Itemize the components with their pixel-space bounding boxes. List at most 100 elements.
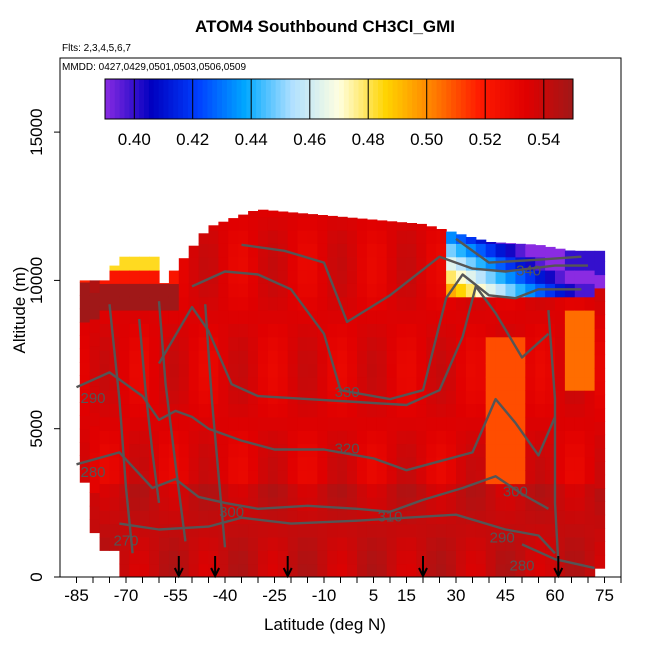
heat-cell	[139, 323, 150, 338]
heat-cell	[465, 550, 477, 565]
heat-cell	[594, 354, 606, 369]
heat-cell	[376, 456, 388, 471]
heat-cell	[109, 310, 120, 324]
colorbar-segment	[353, 79, 360, 119]
chart-title: ATOM4 Southbound CH3Cl_GMI	[194, 17, 456, 36]
heat-cell	[396, 483, 408, 498]
heat-cell	[267, 430, 279, 445]
heat-cell	[317, 230, 328, 244]
heat-cell	[248, 256, 259, 271]
heat-cell	[149, 470, 160, 485]
heat-cell	[337, 550, 348, 565]
heat-cell	[386, 323, 398, 338]
heat-cell	[188, 537, 200, 551]
heat-cell	[574, 270, 586, 284]
heat-cell	[406, 336, 417, 351]
heat-cell	[584, 403, 596, 418]
heat-cell	[327, 215, 338, 218]
heat-cell	[198, 470, 210, 485]
heat-cell	[475, 537, 487, 551]
heat-cell	[208, 563, 219, 577]
heat-cell	[406, 390, 417, 405]
heat-cell	[396, 296, 408, 311]
heat-cell	[495, 283, 507, 298]
heat-cell	[188, 376, 200, 391]
heat-cell	[159, 470, 170, 485]
heat-cell	[119, 283, 130, 298]
heat-cell	[208, 350, 219, 364]
y-tick-label: 15000	[27, 108, 46, 155]
heat-cell	[564, 310, 576, 324]
heat-cell	[386, 243, 398, 258]
heat-cell	[267, 496, 279, 511]
heat-cell	[119, 390, 130, 405]
heat-cell	[376, 563, 388, 577]
heat-cell	[584, 537, 596, 551]
heat-cell	[376, 336, 388, 351]
heat-cell	[515, 270, 526, 284]
heat-cell	[426, 483, 437, 498]
heat-cell	[168, 510, 180, 525]
heat-cell	[248, 390, 259, 405]
heat-cell	[297, 270, 309, 284]
heat-cell	[218, 470, 229, 485]
heat-cell	[208, 550, 219, 565]
heat-cell	[188, 456, 200, 471]
heat-cell	[119, 496, 130, 511]
heat-cell	[327, 550, 338, 565]
heat-cell	[515, 523, 526, 538]
heat-cell	[416, 523, 427, 538]
heat-cell	[564, 416, 576, 431]
heat-cell	[366, 310, 378, 324]
heat-cell	[307, 214, 318, 218]
heat-cell	[238, 214, 249, 218]
heat-cell	[436, 296, 447, 311]
heat-cell	[109, 523, 120, 538]
heat-cell	[208, 483, 219, 498]
heat-cell	[505, 296, 516, 311]
contour-line	[76, 371, 557, 472]
heat-cell	[396, 443, 408, 458]
colorbar-segment	[436, 79, 442, 119]
heat-cell	[188, 350, 200, 364]
heat-cell	[297, 550, 309, 565]
heat-cell	[287, 496, 299, 511]
heat-cell	[446, 563, 457, 577]
heat-cell	[584, 310, 596, 324]
heat-cell	[515, 296, 526, 311]
heat-cell	[584, 496, 596, 511]
heat-cell	[228, 256, 239, 271]
heat-cell	[228, 456, 239, 471]
heat-cell	[475, 470, 487, 485]
heat-cell	[495, 350, 507, 364]
heat-cell	[475, 430, 487, 445]
heat-cell	[267, 310, 279, 324]
heat-cell	[317, 270, 328, 284]
heat-cell	[297, 256, 309, 271]
heat-cell	[584, 363, 596, 378]
x-tick-label: -40	[213, 586, 238, 605]
heat-cell	[277, 296, 289, 311]
heat-cell	[446, 496, 457, 511]
heat-cell	[446, 323, 457, 338]
heat-cell	[386, 483, 398, 498]
heat-cell	[475, 296, 487, 311]
colorbar-segment	[183, 79, 189, 119]
heat-cell	[198, 243, 210, 258]
heat-cell	[307, 470, 318, 485]
heat-cell	[357, 323, 368, 338]
heat-cell	[248, 283, 259, 298]
heat-cell	[317, 336, 328, 351]
heat-cell	[337, 270, 348, 284]
heat-cell	[337, 456, 348, 471]
heat-cell	[515, 283, 526, 298]
heat-cell	[238, 323, 249, 338]
heat-cell	[574, 496, 586, 511]
heat-cell	[545, 403, 556, 418]
heat-cell	[416, 243, 427, 258]
heat-cell	[327, 510, 338, 525]
heat-cell	[327, 350, 338, 364]
heat-cell	[416, 376, 427, 391]
heat-cell	[386, 537, 398, 551]
heat-cell	[366, 363, 378, 378]
